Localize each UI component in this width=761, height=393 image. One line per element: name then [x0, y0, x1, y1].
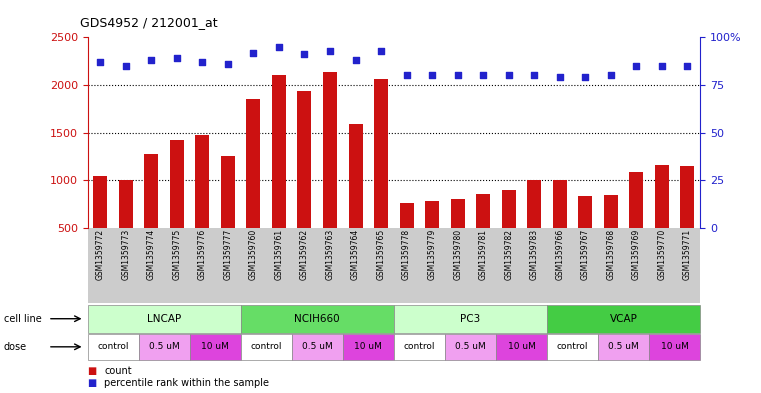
Text: GSM1359782: GSM1359782 — [505, 229, 513, 280]
Text: GSM1359768: GSM1359768 — [607, 229, 616, 280]
Point — [375, 48, 387, 54]
Bar — [221, 156, 235, 275]
Point — [247, 50, 260, 56]
Bar — [272, 75, 286, 275]
Point — [221, 61, 234, 67]
Point — [119, 63, 132, 69]
Text: GSM1359760: GSM1359760 — [249, 229, 258, 280]
Point — [145, 57, 158, 63]
Text: GDS4952 / 212001_at: GDS4952 / 212001_at — [80, 17, 218, 29]
Text: 0.5 uM: 0.5 uM — [302, 342, 333, 351]
Point — [656, 63, 668, 69]
Text: VCAP: VCAP — [610, 314, 638, 324]
Text: PC3: PC3 — [460, 314, 480, 324]
Point — [196, 59, 209, 65]
Text: control: control — [97, 342, 129, 351]
Point — [502, 72, 514, 79]
Bar — [578, 196, 592, 275]
Text: count: count — [104, 366, 132, 376]
Bar — [196, 136, 209, 275]
Point — [400, 72, 412, 79]
Text: cell line: cell line — [4, 314, 42, 324]
Text: GSM1359780: GSM1359780 — [453, 229, 462, 280]
Point — [349, 57, 361, 63]
Text: GSM1359765: GSM1359765 — [377, 229, 386, 280]
Text: control: control — [557, 342, 588, 351]
Point — [605, 72, 617, 79]
Bar — [323, 72, 337, 275]
Point — [681, 63, 693, 69]
Text: GSM1359777: GSM1359777 — [224, 229, 232, 280]
Point — [528, 72, 540, 79]
Point — [579, 74, 591, 81]
Text: control: control — [403, 342, 435, 351]
Text: GSM1359772: GSM1359772 — [96, 229, 105, 280]
Bar — [298, 91, 311, 275]
Point — [554, 74, 566, 81]
Bar — [451, 199, 465, 275]
Text: GSM1359775: GSM1359775 — [172, 229, 181, 280]
Text: GSM1359771: GSM1359771 — [683, 229, 692, 280]
Bar — [119, 180, 133, 275]
Point — [451, 72, 463, 79]
Text: ■: ■ — [88, 378, 97, 388]
Text: GSM1359764: GSM1359764 — [351, 229, 360, 280]
Text: 0.5 uM: 0.5 uM — [608, 342, 639, 351]
Point — [298, 51, 310, 58]
Text: GSM1359761: GSM1359761 — [275, 229, 283, 280]
Point — [94, 59, 107, 65]
Text: GSM1359776: GSM1359776 — [198, 229, 207, 280]
Bar — [400, 203, 413, 275]
Point — [477, 72, 489, 79]
Bar — [476, 194, 490, 275]
Text: GSM1359763: GSM1359763 — [326, 229, 335, 280]
Text: 10 uM: 10 uM — [661, 342, 689, 351]
Text: percentile rank within the sample: percentile rank within the sample — [104, 378, 269, 388]
Text: 10 uM: 10 uM — [508, 342, 536, 351]
Text: 0.5 uM: 0.5 uM — [455, 342, 486, 351]
Bar — [425, 201, 439, 275]
Text: GSM1359783: GSM1359783 — [530, 229, 539, 280]
Bar — [170, 140, 184, 275]
Text: NCIH660: NCIH660 — [295, 314, 340, 324]
Text: ■: ■ — [88, 366, 97, 376]
Text: GSM1359770: GSM1359770 — [658, 229, 667, 280]
Text: 10 uM: 10 uM — [201, 342, 229, 351]
Point — [324, 48, 336, 54]
Point — [630, 63, 642, 69]
Bar — [527, 180, 541, 275]
Text: LNCAP: LNCAP — [147, 314, 181, 324]
Text: GSM1359778: GSM1359778 — [402, 229, 411, 280]
Bar — [501, 190, 516, 275]
Text: GSM1359762: GSM1359762 — [300, 229, 309, 280]
Text: GSM1359774: GSM1359774 — [147, 229, 156, 280]
Text: GSM1359781: GSM1359781 — [479, 229, 488, 280]
Bar — [552, 180, 567, 275]
Text: GSM1359767: GSM1359767 — [581, 229, 590, 280]
Bar — [145, 154, 158, 275]
Bar — [603, 195, 618, 275]
Text: GSM1359766: GSM1359766 — [556, 229, 564, 280]
Text: 0.5 uM: 0.5 uM — [148, 342, 180, 351]
Text: GSM1359769: GSM1359769 — [632, 229, 641, 280]
Point — [170, 55, 183, 61]
Text: control: control — [250, 342, 282, 351]
Bar — [654, 165, 669, 275]
Point — [426, 72, 438, 79]
Bar — [94, 176, 107, 275]
Text: GSM1359773: GSM1359773 — [121, 229, 130, 280]
Text: dose: dose — [4, 342, 27, 352]
Bar — [629, 172, 643, 275]
Text: 10 uM: 10 uM — [355, 342, 382, 351]
Bar — [349, 124, 362, 275]
Text: GSM1359779: GSM1359779 — [428, 229, 437, 280]
Bar — [374, 79, 388, 275]
Bar — [247, 99, 260, 275]
Bar — [680, 166, 694, 275]
Point — [273, 44, 285, 50]
